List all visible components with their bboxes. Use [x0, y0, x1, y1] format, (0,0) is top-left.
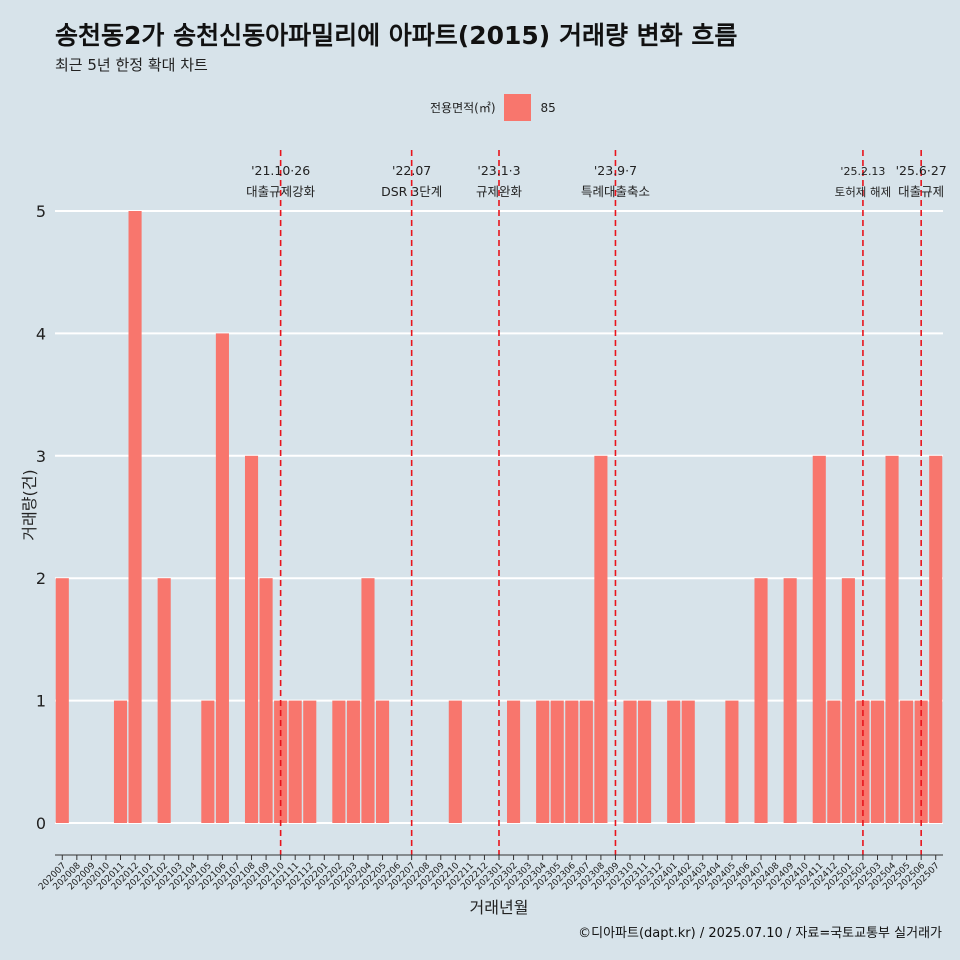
bar — [113, 700, 128, 823]
bar — [565, 700, 579, 823]
bar — [550, 700, 564, 823]
bar — [215, 333, 229, 823]
footer-credit: ©디아파트(dapt.kr) / 2025.07.10 / 자료=국토교통부 실… — [578, 926, 942, 941]
event-name-label: 특례대출축소 — [581, 184, 650, 199]
bar — [827, 700, 841, 823]
y-tick-label: 5 — [36, 202, 46, 221]
event-name-label: 토허제 해제 — [835, 185, 892, 199]
bar — [288, 700, 302, 823]
event-date-label: '25.2.13 — [840, 165, 885, 178]
event-date-label: '22.07 — [392, 163, 431, 178]
bar — [536, 700, 550, 823]
bar — [667, 700, 681, 823]
event-date-label: '23.1·3 — [477, 163, 520, 178]
legend-swatch — [503, 94, 531, 121]
x-axis-title: 거래년월 — [470, 898, 529, 917]
bar — [361, 578, 375, 823]
event-name-label: 대출규제강화 — [246, 184, 316, 199]
event-date-label: '21.10·26 — [251, 163, 310, 178]
bar — [128, 211, 142, 823]
event-name-label: DSR 3단계 — [381, 184, 442, 199]
bar — [594, 455, 608, 823]
bar — [346, 700, 360, 823]
bar — [725, 700, 739, 823]
legend: 전용면적(㎡) 85 — [430, 94, 556, 121]
bar — [507, 700, 521, 823]
event-date-label: '25.6·27 — [896, 163, 947, 178]
y-tick-label: 3 — [36, 447, 46, 466]
bar — [332, 700, 346, 823]
event-name-label: 대출규제 — [898, 184, 944, 199]
bar — [157, 578, 171, 823]
bar — [303, 700, 317, 823]
bar — [870, 700, 885, 823]
y-axis-title: 거래량(건) — [20, 469, 39, 540]
bar — [841, 578, 855, 823]
bar — [623, 700, 637, 823]
chart-subtitle: 최근 5년 한정 확대 차트 — [55, 56, 208, 74]
bar — [900, 700, 914, 823]
bar — [201, 700, 215, 823]
bar — [259, 578, 273, 823]
bar — [55, 578, 69, 823]
y-tick-label: 2 — [36, 569, 46, 588]
bar — [681, 700, 695, 823]
bar — [929, 455, 943, 823]
bar — [244, 455, 259, 823]
bar — [754, 578, 768, 823]
event-name-label: 규제완화 — [476, 184, 523, 199]
bar — [812, 455, 826, 823]
y-tick-label: 1 — [36, 692, 46, 711]
bar — [885, 455, 899, 823]
legend-title: 전용면적(㎡) — [430, 101, 496, 115]
legend-label: 85 — [540, 100, 556, 115]
bar — [783, 578, 797, 823]
chart-title: 송천동2가 송천신동아파밀리에 아파트(2015) 거래량 변화 흐름 — [55, 21, 738, 50]
event-date-label: '23.9·7 — [594, 163, 637, 178]
bar — [579, 700, 593, 823]
bar — [638, 700, 652, 823]
y-tick-label: 4 — [36, 324, 46, 343]
y-tick-label: 0 — [36, 814, 46, 833]
bar — [375, 700, 390, 823]
bar — [448, 700, 462, 823]
